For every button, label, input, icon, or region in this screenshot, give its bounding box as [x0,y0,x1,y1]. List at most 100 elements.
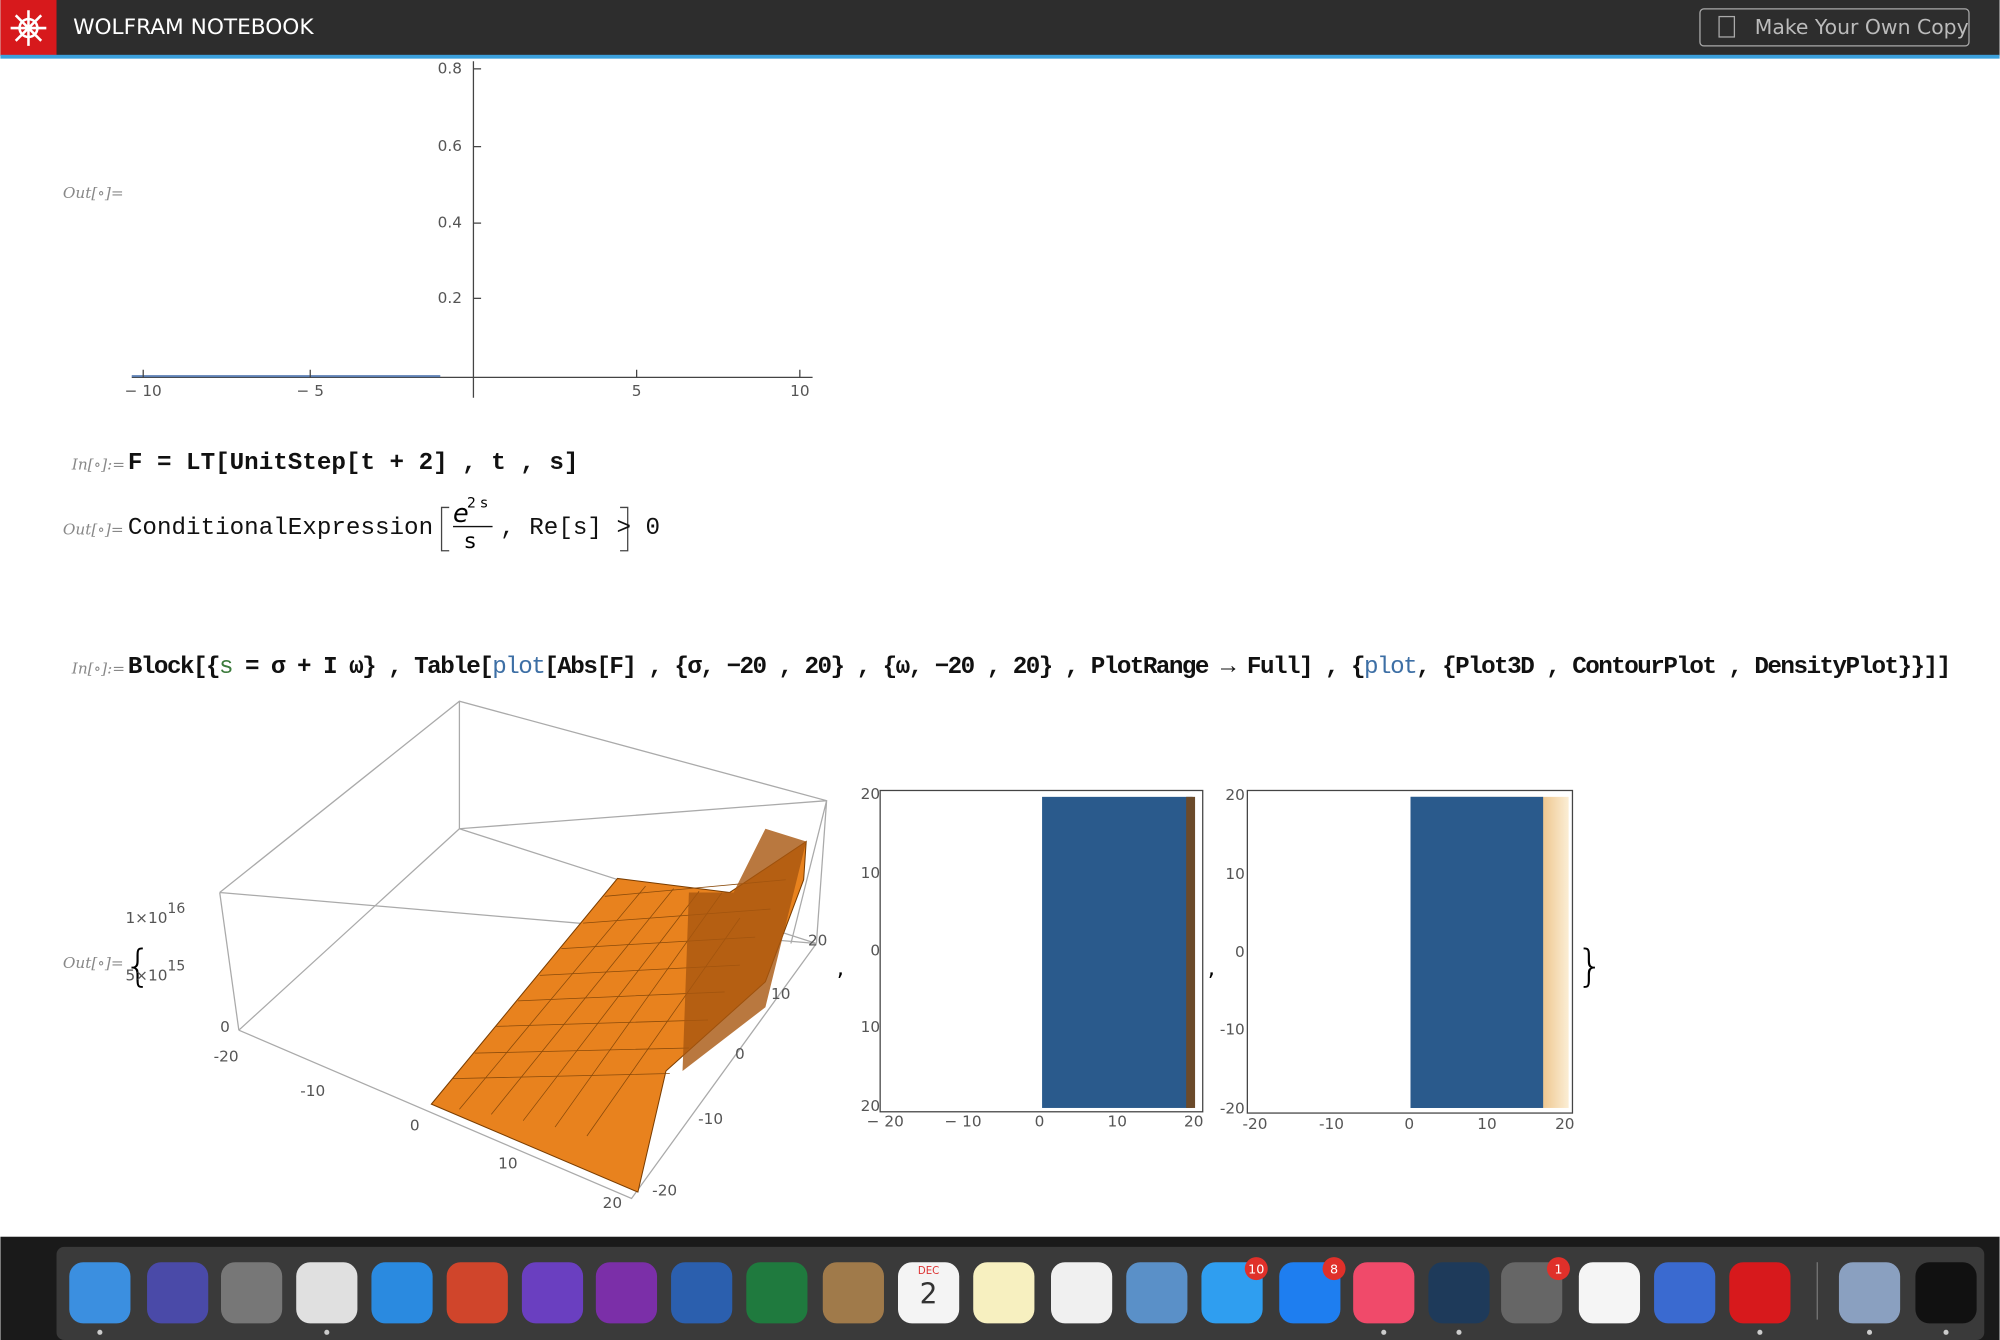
out-label: Out[∘]= [63,954,124,972]
y-tick-label: 20 [808,931,827,949]
copy-icon [1718,15,1736,38]
header-bar [0,0,2000,57]
dock-icon[interactable] [371,1262,433,1324]
y-tick-label: 10 [861,864,880,882]
y-tick-label: 10 [771,985,790,1003]
badge [1244,1257,1268,1281]
dock-icon[interactable] [1126,1262,1188,1324]
dock-icon[interactable] [1915,1262,1977,1324]
running-dot [1943,1329,1949,1335]
x-tick-label: 0 [1035,1112,1045,1130]
badge-count: 10 [1248,1262,1264,1277]
z-tick-base: 1×10 [125,908,167,926]
header-accent [0,54,2000,59]
code-segment: plot [492,654,546,681]
input-code: Block[{s = σ + I ω} , Table[plot[Abs[F] … [128,654,1951,681]
dock-icon[interactable] [1729,1262,1791,1324]
dock-icon[interactable] [446,1262,508,1324]
y-tick-label: -10 [1220,1021,1245,1039]
open-brace: { [124,941,152,991]
code-segment: = σ + I ω} , Table[ [232,654,494,681]
z-tick-label: 5×1015 [125,958,185,983]
x-tick-label: − 5 [297,382,324,400]
plot-axes [131,61,813,398]
dock-icon[interactable] [973,1262,1035,1324]
x-tick-label: 10 [790,382,809,400]
dock-icon[interactable] [1279,1262,1341,1324]
copy-button[interactable] [1699,8,1970,47]
z-tick-exp: 15 [167,958,185,974]
badge-count: 8 [1330,1262,1338,1277]
calendar-month: DEC [918,1266,939,1277]
x-tick-label: − 10 [125,382,162,400]
dock-icon[interactable] [1501,1262,1563,1324]
y-tick-label: 20 [861,1097,880,1115]
x-tick-label: 0 [410,1116,420,1134]
x-tick-label: 10 [1108,1112,1127,1130]
x-tick-label: 20 [1184,1112,1203,1130]
running-dot [97,1329,103,1335]
dock-icon[interactable] [822,1262,884,1324]
y-tick-label: 10 [861,1018,880,1036]
in-label: In[∘]:= [71,455,125,473]
y-tick-label: 0.6 [438,137,462,155]
dock-icon[interactable] [746,1262,808,1324]
z-tick-label: 1×1016 [125,901,185,926]
dock-icon[interactable] [1428,1262,1490,1324]
contour-region [1042,796,1193,1108]
dock-icon[interactable] [1838,1262,1901,1324]
dock-icon[interactable] [147,1262,209,1324]
shape: 1×1016 5×1015 0 -20 -10 0 10 20 20 10 0 -10 -20 [125,901,827,1212]
condition: , Re[s] > 0 [500,515,660,542]
density-core [1410,796,1544,1108]
badge-count: 1 [1554,1262,1562,1277]
z-tick-exp: 16 [167,901,185,917]
dock-icon[interactable] [1654,1262,1716,1324]
surface-ridge [682,828,807,1071]
separator: , [1208,955,1215,981]
shape: 0.8 0.6 0.4 0.2 − 10 − 5 5 10 [125,59,810,400]
code-segment: [Abs[F] , {σ, −20 , 20} , {ω, −20 , 20} … [544,654,1365,681]
contour-edge [1186,796,1196,1108]
running-dot [1866,1329,1873,1335]
running-dot [1757,1329,1763,1335]
code-segment: Block[{ [128,654,221,681]
x-tick-label: − 20 [867,1112,904,1130]
dock-icon[interactable] [1050,1262,1113,1324]
y-tick-label: 0.2 [438,289,462,307]
header-title: WOLFRAM NOTEBOOK [73,15,314,40]
badge [1546,1257,1570,1281]
dock-icon[interactable] [521,1262,584,1324]
y-tick-label: 0 [735,1045,745,1063]
z-tick-label: 0 [220,1018,230,1036]
shape: 20 10 0 -10 -20-20 -10 0 10 20 [1220,786,1575,1133]
code-segment: , {Plot3D , ContourPlot , DensityPlot}}]… [1416,654,1951,681]
exponent: 2 s [467,496,488,512]
dock-icon[interactable] [296,1262,358,1324]
running-dot [1456,1329,1462,1335]
x-tick-label: 10 [498,1155,517,1173]
dock-icon[interactable] [220,1262,283,1324]
dock-icon[interactable] [1578,1262,1641,1324]
x-tick-label: -20 [1243,1115,1268,1133]
out-label: Out[∘]= [63,184,124,202]
shape [459,885,741,1137]
z-tick-base: 5×10 [125,966,167,984]
badge [1322,1257,1346,1281]
y-tick-label: 0.4 [438,214,462,232]
dock-icon[interactable] [69,1262,131,1324]
dock-icon[interactable] [1201,1262,1263,1324]
input-code: F = LT[UnitStep[t + 2] , t , s] [128,450,579,477]
y-tick-label: 0 [870,942,880,960]
dock-icon[interactable] [671,1262,733,1324]
dock-icon[interactable] [1353,1262,1415,1324]
x-tick-label: 0 [1404,1115,1414,1133]
x-tick-label: -20 [214,1047,239,1065]
x-tick-label: 20 [1555,1115,1574,1133]
dock-icon[interactable] [898,1262,960,1324]
dock-icon[interactable] [595,1262,658,1324]
y-tick-label: 0 [1235,943,1245,961]
code-segment: s [219,654,234,681]
